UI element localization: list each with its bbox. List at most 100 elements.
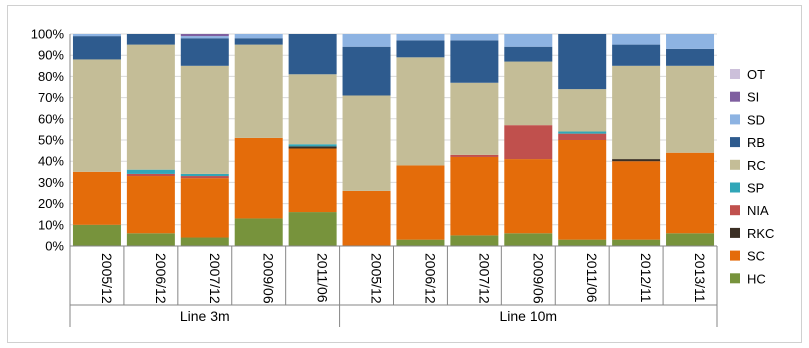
legend-swatch-ot [730, 69, 740, 79]
legend-swatch-rkc [730, 227, 740, 238]
bar-segment-rb [450, 40, 499, 83]
x-category-label: 2005/12 [369, 253, 385, 304]
bar-segment-sd [234, 34, 283, 39]
x-category-label: 2005/12 [99, 253, 115, 304]
bar-segment-sc [288, 148, 337, 213]
bar-segment-rb [342, 46, 391, 96]
bar-segment-sd [450, 34, 499, 41]
y-tick-label: 50% [38, 133, 64, 148]
bar-segment-hc [180, 237, 229, 246]
legend-label: SC [747, 249, 765, 264]
x-category-label: 2009/06 [530, 253, 546, 304]
x-category-label: 2009/06 [261, 253, 277, 304]
bar-segment-rb [558, 34, 607, 90]
y-tick-label: 20% [38, 196, 64, 211]
bar-segment-sc [558, 140, 607, 240]
bar-segment-sc [396, 165, 445, 240]
bar-segment-hc [126, 233, 175, 246]
bar-segment-rb [396, 40, 445, 58]
legend-label: RB [747, 135, 765, 150]
y-tick-label: 60% [38, 111, 64, 126]
bar-segment-rb [666, 48, 715, 66]
bar-segment-rc [72, 59, 121, 172]
bar-segment-rb [288, 34, 337, 75]
bar-segment-nia [180, 176, 229, 179]
axes: 0% 10% 20% 30% 40% 50% 60% 70% 80% 90% 100% 2005/12… [31, 27, 718, 327]
bar-segment-hc [666, 233, 715, 246]
x-category-label: 2006/12 [153, 253, 169, 304]
bar-segment-rb [126, 34, 175, 45]
bar-segment-sc [126, 176, 175, 234]
legend-label: SD [747, 112, 765, 127]
legend: OT SI SD RB RC SP NIA RKC SC HC [730, 67, 774, 286]
x-category-label: 2007/12 [207, 253, 223, 304]
bars [72, 34, 715, 246]
bar-segment-rc [450, 82, 499, 155]
bar-segment-rb [234, 38, 283, 45]
bar-segment-rc [180, 65, 229, 174]
bar-segment-sd [396, 34, 445, 41]
bar-segment-rc [342, 95, 391, 191]
bar-segment-sd [180, 36, 229, 39]
bar-segment-si [180, 34, 229, 37]
legend-swatch-hc [730, 273, 740, 284]
bar-segment-hc [612, 239, 661, 246]
legend-label: RC [747, 158, 766, 173]
bar-segment-sc [180, 178, 229, 238]
bar-segment-sc [342, 190, 391, 246]
bar-segment-hc [234, 218, 283, 246]
bar-segment-sc [504, 159, 553, 234]
legend-swatch-sc [730, 250, 740, 261]
bar-segment-sd [72, 34, 121, 37]
bar-segment-hc [504, 233, 553, 246]
bar-segment-rb [612, 44, 661, 66]
y-tick-label: 100% [31, 27, 65, 42]
legend-swatch-rc [730, 159, 740, 170]
y-tick-label: 10% [38, 217, 64, 232]
bar-segment-hc [72, 224, 121, 246]
bar-segment-hc [396, 239, 445, 246]
bar-segment-rkc [612, 159, 661, 162]
bar-segment-sd [612, 34, 661, 45]
bar-segment-sd [504, 34, 553, 47]
bar-segment-sp [126, 169, 175, 174]
bar-segment-rb [72, 36, 121, 60]
bar-segment-rkc [288, 146, 337, 149]
legend-label: OT [747, 67, 765, 82]
y-tick-label: 70% [38, 90, 64, 105]
bar-segment-rc [126, 44, 175, 170]
bar-segment-rc [558, 89, 607, 132]
group-label: Line 3m [180, 308, 230, 324]
bar-segment-rc [504, 61, 553, 126]
bar-segment-nia [504, 125, 553, 160]
legend-label: SI [747, 90, 759, 105]
x-category-label: 2012/11 [638, 253, 654, 303]
legend-label: HC [747, 271, 766, 286]
bar-segment-hc [288, 212, 337, 246]
bar-segment-sc [234, 137, 283, 219]
bar-segment-nia [126, 173, 175, 177]
y-tick-label: 80% [38, 69, 64, 84]
y-tick-label: 0% [45, 239, 64, 254]
x-category-label: 2011/06 [315, 253, 331, 303]
y-tick-label: 40% [38, 154, 64, 169]
legend-label: RKC [747, 226, 774, 241]
legend-swatch-nia [730, 205, 740, 216]
bar-segment-rb [180, 38, 229, 66]
x-category-label: 2007/12 [476, 253, 492, 304]
legend-swatch-sd [730, 114, 740, 125]
legend-label: NIA [747, 203, 769, 218]
bar-segment-sp [558, 131, 607, 134]
bar-segment-sp [180, 173, 229, 177]
bar-segment-rc [288, 74, 337, 145]
bar-segment-sd [666, 34, 715, 49]
bar-segment-hc [450, 235, 499, 246]
bar-segment-rc [666, 65, 715, 153]
bar-segment-nia [558, 133, 607, 140]
x-category-label: 2011/06 [584, 253, 600, 303]
legend-swatch-si [730, 91, 740, 102]
x-category-label: 2006/12 [422, 253, 438, 304]
y-tick-label: 30% [38, 175, 64, 190]
bar-segment-sp [288, 144, 337, 147]
